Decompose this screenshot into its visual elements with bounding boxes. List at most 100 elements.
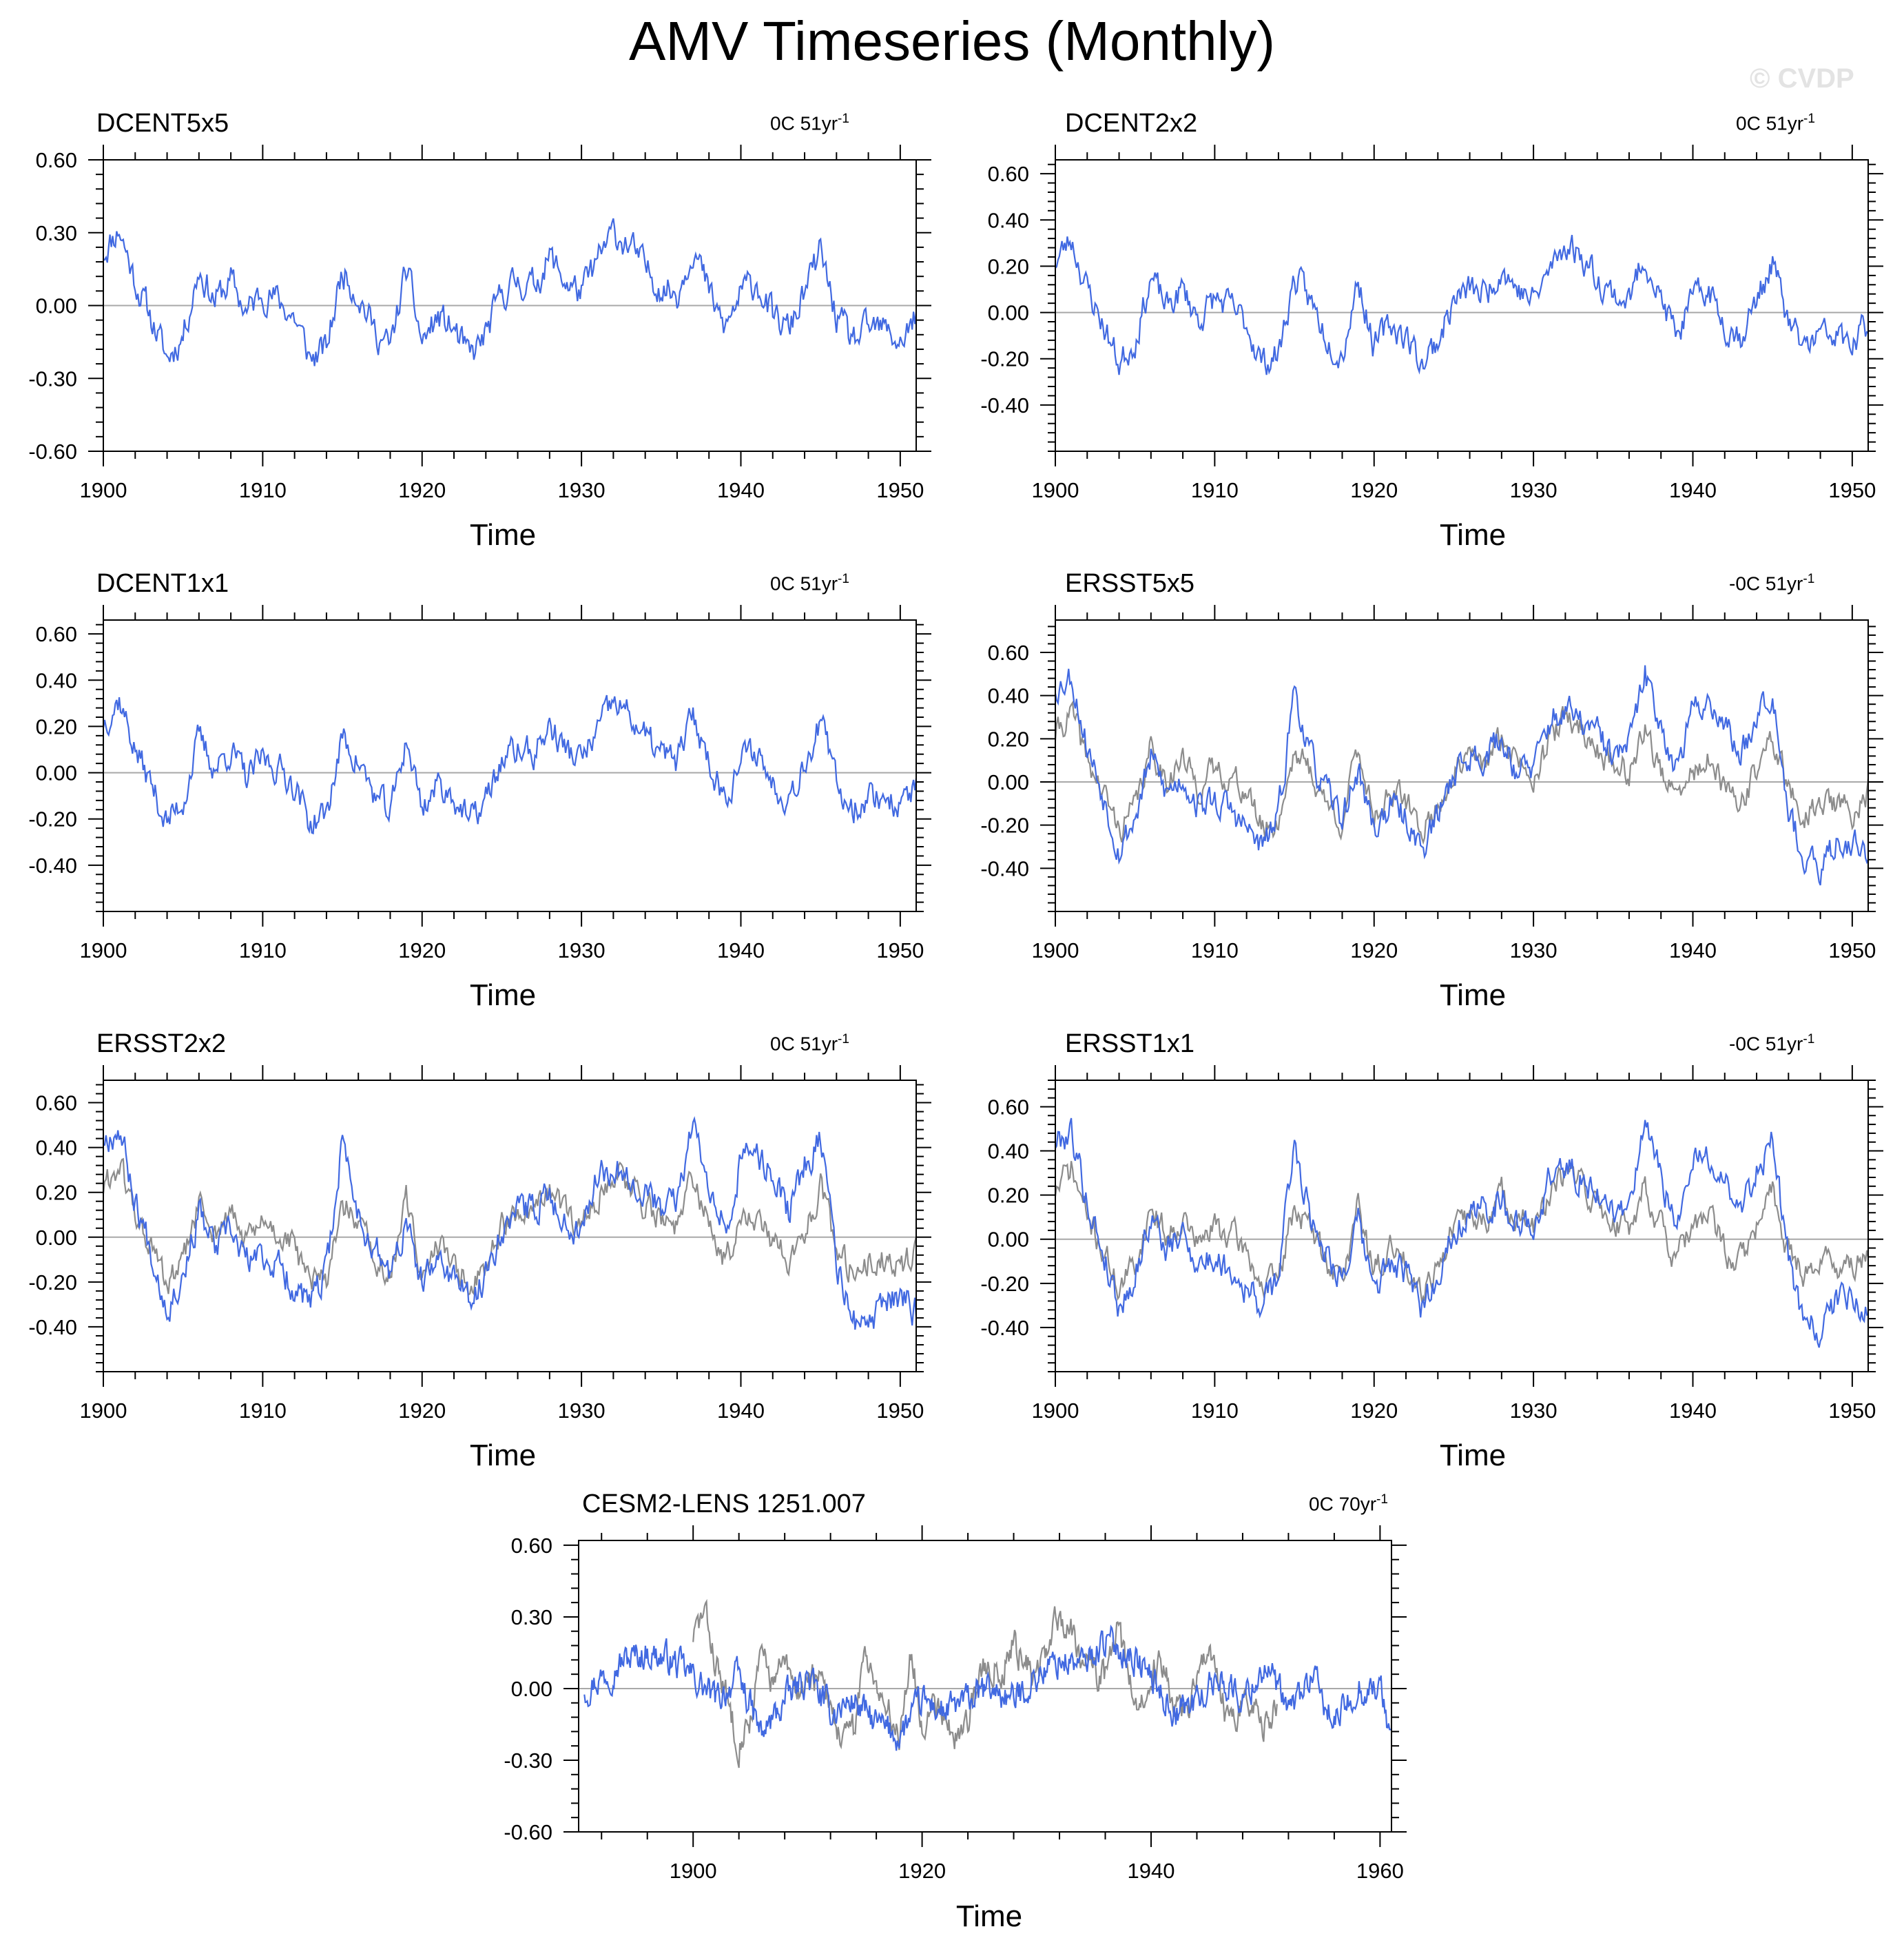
chart-dcent2x2: 0.60 0.40 0.20 0.00 -0.20 -0.40 1900 1910 1920 19… xyxy=(980,145,1883,502)
y-tick-label: 0.60 xyxy=(988,641,1029,665)
x-tick-label: 1940 xyxy=(717,938,765,962)
panel-title-dcent1x1: DCENT1x1 xyxy=(96,569,229,598)
plot-frame xyxy=(578,1540,1392,1833)
x-tick-label: 1900 xyxy=(1032,1399,1079,1423)
y-tick-label: 0.60 xyxy=(36,148,77,172)
y-tick-label: -0.40 xyxy=(980,1316,1029,1340)
panel-stat-ersst2x2: 0C 51yr-1 xyxy=(770,1032,849,1055)
y-tick-label: -0.40 xyxy=(980,856,1029,880)
x-tick-label: 1930 xyxy=(558,478,606,502)
plot-frame xyxy=(1055,619,1869,912)
y-tick-label: 0.00 xyxy=(988,770,1029,794)
y-tick-label: 0.60 xyxy=(511,1534,552,1558)
panel-title-dcent2x2: DCENT2x2 xyxy=(1065,109,1198,138)
panel-stat-cesm2-lens: 0C 70yr-1 xyxy=(1309,1492,1388,1515)
x-tick-label: 1950 xyxy=(876,478,924,502)
plot-frame xyxy=(103,619,917,912)
y-tick-label: 0.20 xyxy=(988,727,1029,751)
y-tick-label: -0.40 xyxy=(28,1315,77,1339)
panel-title-dcent5x5: DCENT5x5 xyxy=(96,109,229,138)
x-tick-label: 1910 xyxy=(239,938,287,962)
y-tick-label: -0.40 xyxy=(28,854,77,878)
y-tick-label: 0.00 xyxy=(36,294,77,318)
x-tick-label: 1960 xyxy=(1356,1859,1404,1883)
x-tick-label: 1900 xyxy=(80,478,127,502)
x-tick-label: 1940 xyxy=(1669,478,1717,502)
y-tick-label: -0.60 xyxy=(504,1820,552,1844)
x-tick-label: 1930 xyxy=(558,1399,606,1423)
y-tick-label: 0.00 xyxy=(988,1228,1029,1252)
y-tick-label: 0.60 xyxy=(988,1095,1029,1119)
series-line-dcent-obs- xyxy=(692,1598,1278,1768)
x-tick-label: 1900 xyxy=(670,1859,717,1883)
series-line-dcent-obs- xyxy=(1055,1161,1868,1302)
x-tick-label: 1910 xyxy=(239,478,287,502)
x-tick-label: 1910 xyxy=(1191,1399,1239,1423)
panel-stat-dcent2x2: 0C 51yr-1 xyxy=(1736,112,1815,134)
y-tick-label: 0.20 xyxy=(988,254,1029,278)
x-tick-label: 1950 xyxy=(1828,1399,1876,1423)
y-tick-label: -0.20 xyxy=(980,814,1029,838)
x-axis-label-ersst5x5: Time xyxy=(1439,978,1507,1012)
x-tick-label: 1900 xyxy=(80,938,127,962)
y-tick-label: 0.00 xyxy=(988,301,1029,325)
series-line-ersst5x5 xyxy=(1055,665,1868,886)
panel-stat-dcent1x1: 0C 51yr-1 xyxy=(770,572,849,595)
cvdp-watermark: © CVDP xyxy=(1750,63,1854,94)
y-tick-label: 0.00 xyxy=(36,1226,77,1250)
x-tick-label: 1950 xyxy=(1828,478,1876,502)
panel-title-cesm2-lens: CESM2-LENS 1251.007 xyxy=(582,1489,866,1518)
chart-ersst5x5: 0.60 0.40 0.20 0.00 -0.20 -0.40 1900 1910 1920 19… xyxy=(980,605,1883,962)
y-tick-label: 0.60 xyxy=(36,622,77,646)
x-axis-label-dcent5x5: Time xyxy=(469,518,537,552)
x-tick-label: 1920 xyxy=(398,1399,446,1423)
panel-stat-ersst5x5: -0C 51yr-1 xyxy=(1729,572,1815,595)
x-tick-label: 1930 xyxy=(1510,1399,1558,1423)
x-tick-label: 1950 xyxy=(1828,938,1876,962)
series-line-ersst2x2 xyxy=(103,1116,916,1330)
chart-cesm2-lens: 0.60 0.30 0.00 -0.30 -0.60 1900 1920 1940 1960 xyxy=(504,1525,1407,1883)
y-tick-label: 0.20 xyxy=(36,1181,77,1205)
series-line-ersst1x1 xyxy=(1055,1117,1868,1348)
series-line-dcent2x2 xyxy=(1055,234,1868,375)
x-tick-label: 1920 xyxy=(898,1859,946,1883)
y-tick-label: 0.40 xyxy=(988,1140,1029,1164)
chart-dcent1x1: 0.60 0.40 0.20 0.00 -0.20 -0.40 1900 1910 1920 19… xyxy=(28,605,931,962)
x-tick-label: 1940 xyxy=(1669,938,1717,962)
series-line-dcent5x5 xyxy=(103,218,916,367)
y-tick-label: -0.40 xyxy=(980,393,1029,417)
y-tick-label: 0.60 xyxy=(36,1091,77,1115)
y-tick-label: 0.00 xyxy=(511,1677,552,1701)
x-axis-label-ersst2x2: Time xyxy=(469,1438,537,1472)
plot-frame xyxy=(1055,1080,1869,1372)
x-tick-label: 1920 xyxy=(1350,1399,1398,1423)
panel-title-ersst5x5: ERSST5x5 xyxy=(1065,569,1194,598)
y-tick-label: 0.20 xyxy=(988,1184,1029,1208)
x-tick-label: 1920 xyxy=(398,938,446,962)
x-axis-label-cesm2-lens: Time xyxy=(955,1899,1023,1933)
x-tick-label: 1950 xyxy=(876,1399,924,1423)
panel-stat-ersst1x1: -0C 51yr-1 xyxy=(1729,1032,1815,1055)
panel-title-ersst1x1: ERSST1x1 xyxy=(1065,1029,1194,1058)
x-tick-label: 1940 xyxy=(717,478,765,502)
y-tick-label: -0.20 xyxy=(980,347,1029,371)
x-tick-label: 1910 xyxy=(1191,938,1239,962)
x-tick-label: 1910 xyxy=(239,1399,287,1423)
x-axis-label-dcent2x2: Time xyxy=(1439,518,1507,552)
series-line-cesm2-lens-1251-007 xyxy=(583,1625,1391,1751)
y-tick-label: -0.30 xyxy=(504,1749,552,1773)
y-tick-label: -0.20 xyxy=(28,1270,77,1295)
x-tick-label: 1930 xyxy=(1510,478,1558,502)
x-tick-label: 1930 xyxy=(1510,938,1558,962)
series-line-dcent1x1 xyxy=(103,694,916,835)
y-tick-label: -0.60 xyxy=(28,440,77,464)
y-tick-label: -0.20 xyxy=(980,1272,1029,1296)
y-tick-label: 0.40 xyxy=(988,684,1029,708)
panel-stat-dcent5x5: 0C 51yr-1 xyxy=(770,112,849,134)
x-tick-label: 1940 xyxy=(717,1399,765,1423)
plot-frame xyxy=(1055,159,1869,452)
x-tick-label: 1900 xyxy=(1032,938,1079,962)
figure-title: AMV Timeseries (Monthly) xyxy=(629,10,1275,72)
y-tick-label: 0.40 xyxy=(36,668,77,692)
